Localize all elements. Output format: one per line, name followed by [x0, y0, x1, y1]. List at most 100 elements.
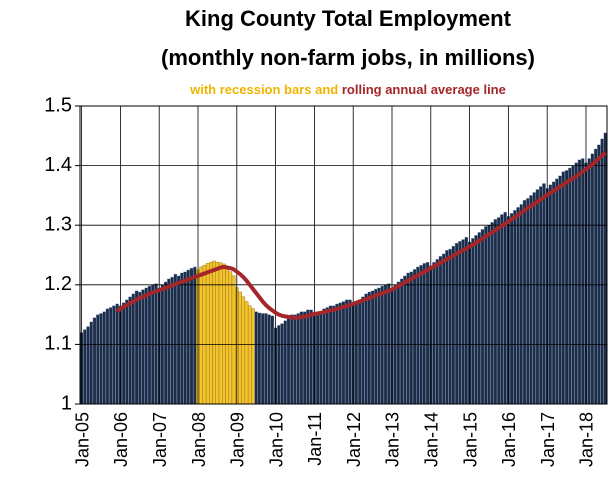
bar [231, 275, 236, 405]
bar [386, 283, 391, 405]
bar [370, 290, 375, 405]
bar [445, 250, 449, 405]
bar [192, 266, 197, 405]
bar [587, 158, 592, 405]
bar [170, 276, 174, 405]
bar [580, 158, 585, 405]
x-tick-label: Jan-16 [499, 412, 519, 467]
bar [409, 271, 414, 405]
bar [374, 288, 378, 405]
bar [474, 235, 478, 405]
x-tick-label: Jan-10 [266, 412, 286, 467]
bar [338, 302, 343, 405]
bar [493, 219, 498, 405]
bar [458, 241, 462, 405]
bar [380, 285, 385, 405]
x-tick-label: Jan-09 [228, 412, 248, 467]
bar [108, 307, 113, 405]
bar [357, 299, 362, 405]
bar [322, 308, 326, 405]
bar [315, 313, 320, 405]
bar [125, 299, 129, 405]
bar [131, 293, 136, 405]
bar [202, 264, 207, 405]
bar [280, 323, 284, 405]
x-tick-label: Jan-05 [72, 412, 92, 467]
bar [535, 189, 540, 405]
chart-title: (monthly non-farm jobs, in millions) [161, 45, 535, 70]
bar [548, 184, 553, 405]
y-tick-label: 1.4 [44, 154, 72, 176]
bar [199, 266, 204, 405]
bar [490, 222, 495, 405]
bar [568, 167, 572, 405]
bar [406, 272, 410, 405]
bar [551, 181, 556, 405]
bar [244, 301, 249, 405]
bar [525, 198, 530, 405]
bar [377, 287, 381, 405]
bar [180, 272, 184, 405]
subtitle-part: rolling annual average line [342, 82, 506, 97]
bar [238, 291, 242, 405]
x-tick-label: Jan-11 [305, 412, 325, 466]
bar [532, 192, 537, 405]
bar [522, 199, 527, 405]
x-tick-label: Jan-07 [150, 412, 170, 467]
bar [309, 309, 313, 405]
bar [225, 266, 229, 405]
bar [89, 321, 94, 405]
bar [509, 213, 514, 405]
bar [564, 170, 569, 405]
bar [593, 148, 598, 405]
bar [121, 302, 126, 405]
bar [251, 308, 255, 405]
bar [147, 285, 152, 405]
bar [325, 307, 330, 405]
bar [95, 314, 100, 405]
bar [302, 311, 307, 405]
bar [212, 260, 216, 405]
bar [167, 278, 171, 405]
bar [558, 175, 562, 405]
bar [306, 309, 310, 405]
bar [503, 211, 507, 405]
bar [299, 311, 304, 405]
bar [396, 281, 401, 405]
chart-title: King County Total Employment [185, 6, 512, 31]
bar [241, 296, 246, 405]
bar [228, 271, 233, 405]
bar [141, 289, 145, 405]
bar [173, 273, 178, 405]
bar [538, 186, 543, 405]
x-tick-label: Jan-18 [577, 412, 597, 467]
bar [83, 329, 87, 405]
bar [419, 264, 423, 405]
y-tick-label: 1 [61, 392, 72, 414]
bar [561, 171, 566, 405]
bar [461, 239, 465, 405]
plot-frame [79, 105, 608, 405]
x-tick-label: Jan-14 [422, 412, 442, 467]
bar [441, 253, 446, 405]
bar [247, 305, 252, 405]
bar [555, 178, 559, 405]
bar [367, 291, 372, 405]
bar [590, 153, 595, 405]
bar [183, 271, 187, 405]
average-line [115, 151, 607, 320]
bar [186, 269, 191, 405]
bar [600, 138, 604, 405]
bar [464, 236, 469, 405]
bar [134, 290, 139, 405]
chart-subtitle: with recession bars and rolling annual a… [189, 82, 506, 97]
x-tick-label: Jan-17 [538, 412, 558, 467]
bar [328, 305, 333, 405]
bar [144, 287, 149, 405]
y-tick-label: 1.5 [44, 94, 72, 116]
bar [344, 299, 349, 405]
bar [432, 261, 436, 405]
bar [267, 314, 271, 405]
bar [335, 303, 339, 405]
